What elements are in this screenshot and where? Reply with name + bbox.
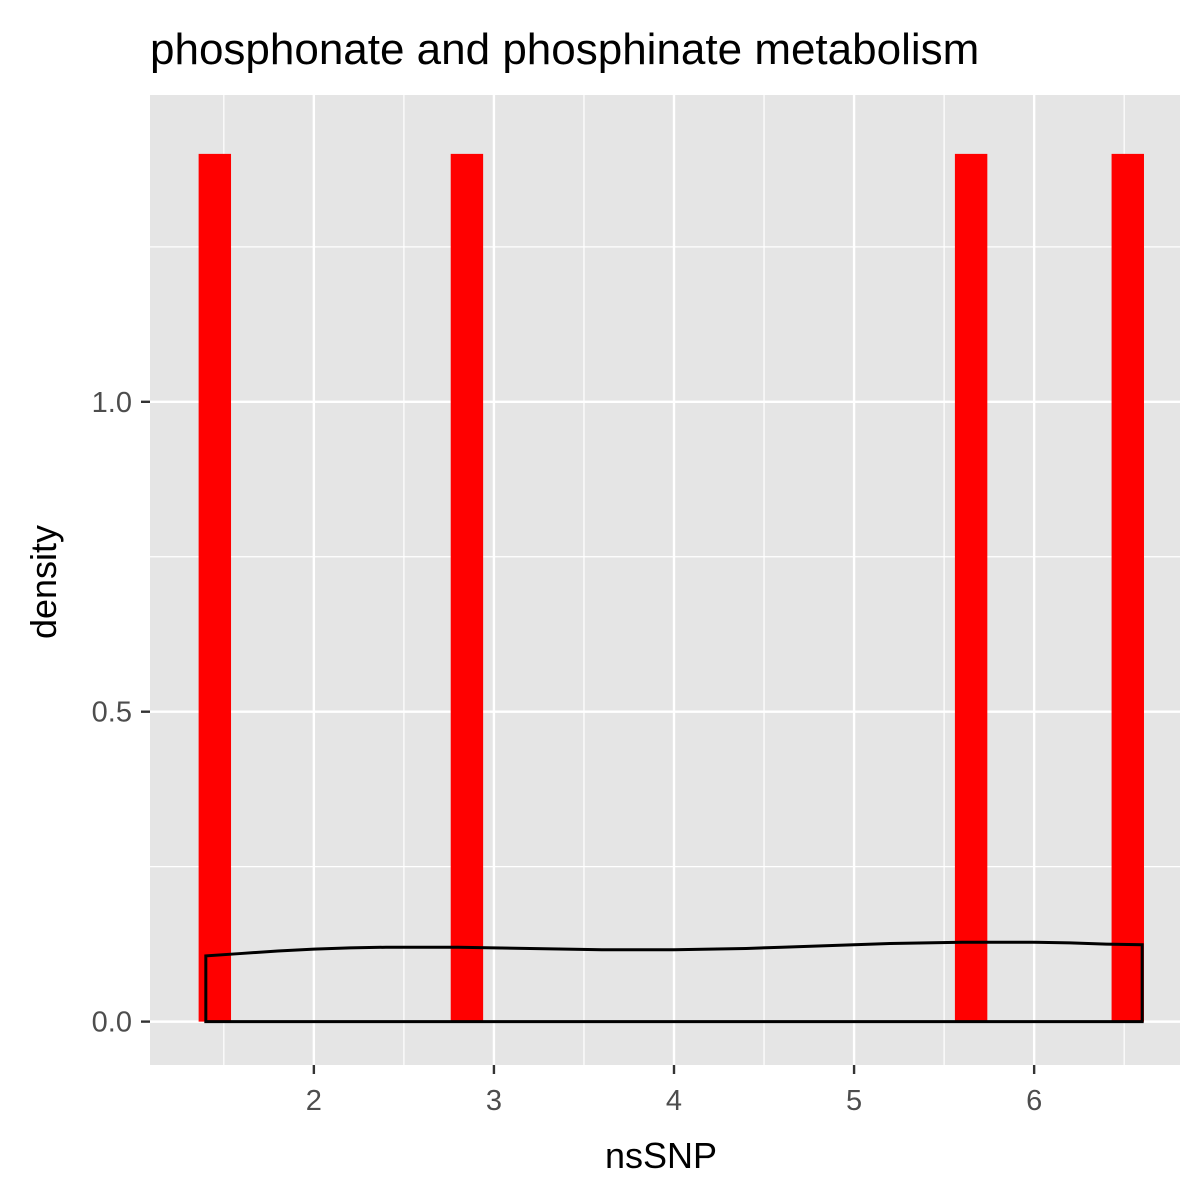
chart-title: phosphonate and phosphinate metabolism: [150, 25, 979, 74]
density-curve: [204, 940, 1144, 1024]
y-axis: 0.0 0.5 1.0: [92, 387, 150, 1039]
y-tick-label: 0.0: [92, 1007, 132, 1039]
x-tick-label: 4: [666, 1085, 682, 1117]
histogram-bar: [954, 153, 988, 1022]
x-axis: 2 3 4 5 6: [306, 1065, 1042, 1117]
y-tick-label: 0.5: [92, 697, 132, 729]
histogram-bar: [450, 153, 484, 1022]
major-gridlines: [150, 95, 1180, 1065]
histogram-bar: [1111, 153, 1144, 1022]
histogram-bars: [198, 153, 1144, 1022]
x-tick-label: 2: [306, 1085, 322, 1117]
x-tick-label: 6: [1026, 1085, 1042, 1117]
x-tick-label: 3: [486, 1085, 502, 1117]
x-axis-title: nsSNP: [605, 1135, 717, 1176]
x-tick-label: 5: [846, 1085, 862, 1117]
y-tick-label: 1.0: [92, 387, 132, 419]
histogram-bar: [198, 153, 232, 1022]
plot-panel: [150, 95, 1180, 1065]
y-axis-title: density: [23, 525, 64, 639]
